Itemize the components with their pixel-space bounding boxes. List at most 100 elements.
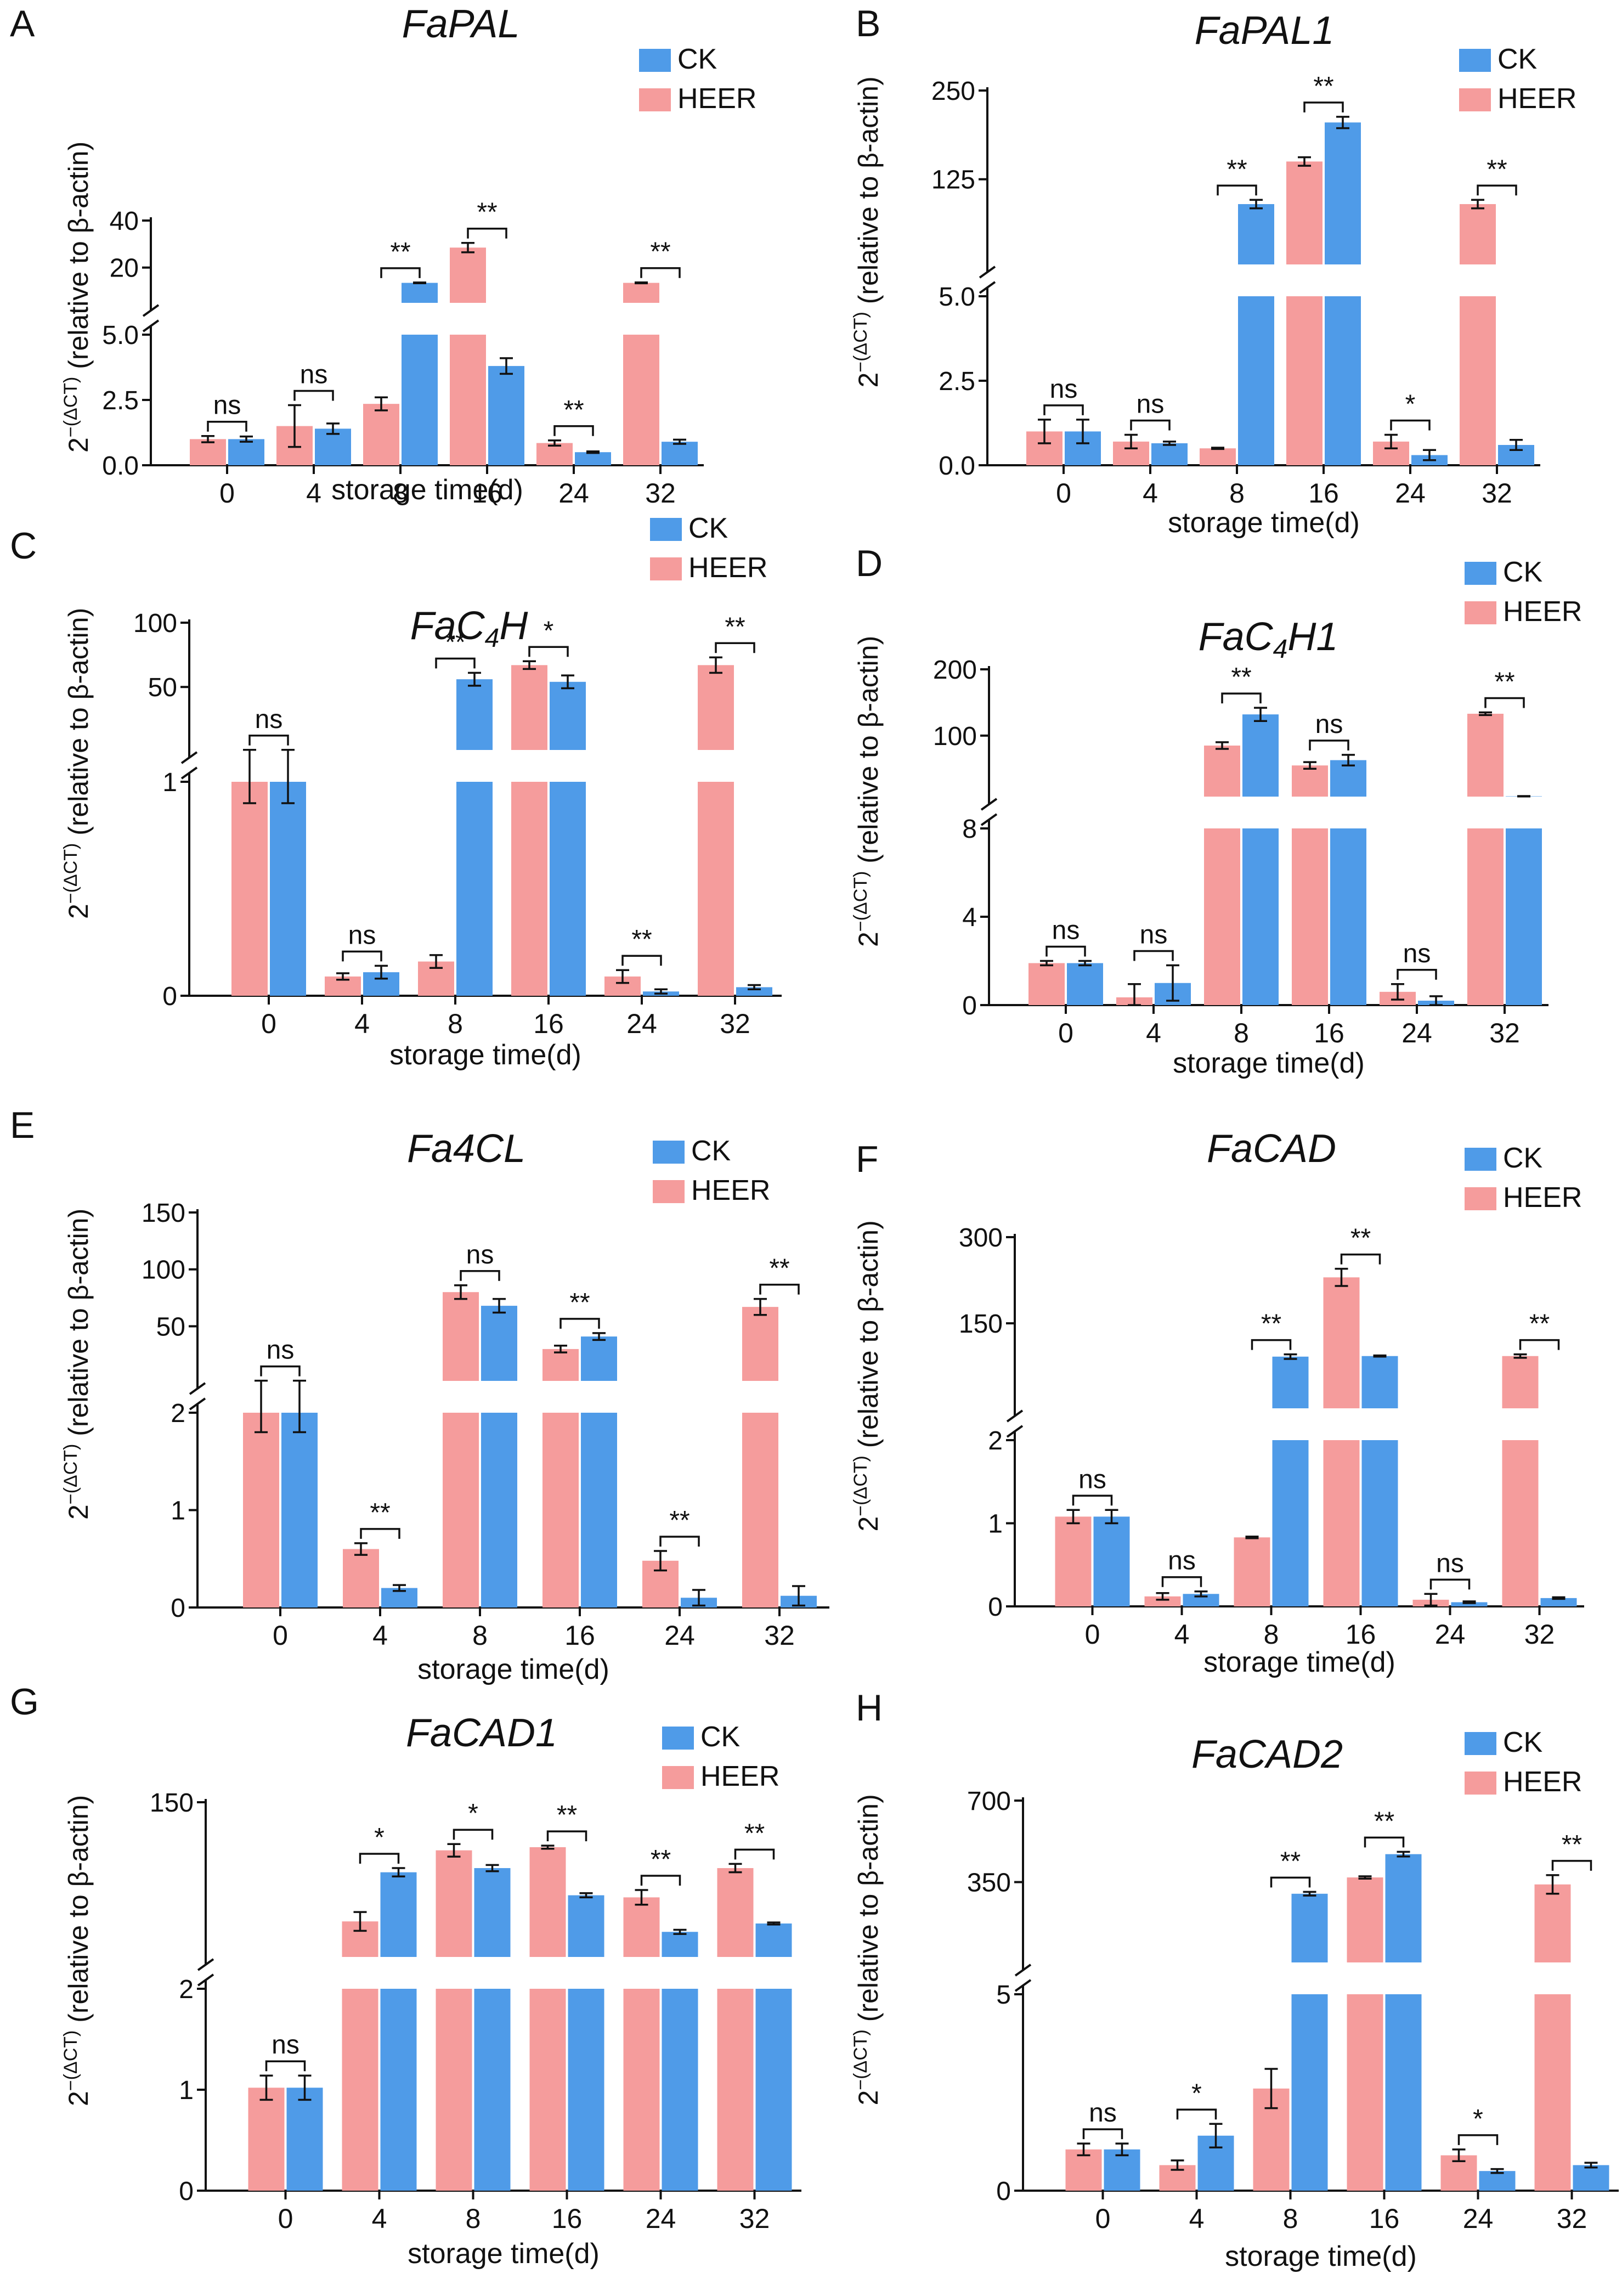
axis-break-mark: [979, 281, 996, 294]
y-tick-label: 50: [156, 1312, 185, 1341]
chart-title: FaC4H1: [1199, 615, 1338, 664]
x-tick-label: 32: [1482, 478, 1512, 509]
significance-bracket: [546, 1830, 587, 1842]
panel-label: F: [856, 1138, 879, 1180]
y-tick-label: 150: [142, 1199, 185, 1228]
y-axis-label: 2−(ΔCT) (relative to β-actin): [850, 76, 884, 387]
bar-heer-32: [698, 782, 734, 996]
significance-label: ns: [213, 391, 241, 420]
legend-swatch-ck: [1465, 1148, 1496, 1171]
x-tick-label: 32: [1524, 1619, 1555, 1650]
significance-bracket: [207, 420, 247, 432]
x-tick-label: 4: [372, 1620, 388, 1651]
y-tick-label: 700: [967, 1787, 1011, 1816]
legend-swatch-heer: [1459, 88, 1491, 111]
significance-bracket: [1130, 419, 1171, 431]
x-tick-label: 4: [1146, 1018, 1161, 1048]
significance-label: **: [557, 1801, 577, 1830]
significance-bracket: [659, 1536, 700, 1547]
significance-bracket: [1477, 184, 1517, 196]
significance-label: ns: [466, 1240, 494, 1270]
bar-ck-8: [456, 782, 493, 996]
y-tick-label: 100: [933, 722, 977, 751]
bar-heer-0: [248, 2088, 285, 2191]
x-tick-label: 4: [1174, 1619, 1190, 1650]
chart-title: FaCAD2: [1191, 1733, 1343, 1776]
legend-label-ck: CK: [688, 512, 728, 544]
y-tick-label: 0: [962, 991, 977, 1020]
panel-label: E: [10, 1104, 35, 1146]
y-tick-label: 300: [959, 1223, 1003, 1253]
significance-label: **: [769, 1254, 789, 1283]
y-axis-label: 2−(ΔCT) (relative to β-actin): [850, 1794, 884, 2105]
bar-ck-24-upper: [662, 1932, 698, 1957]
legend-label-ck: CK: [1503, 556, 1543, 588]
legend-label-ck: CK: [677, 43, 717, 75]
x-axis-label: storage time(d): [417, 1654, 609, 1685]
bar-heer-8: [363, 404, 399, 465]
significance-label: *: [1405, 390, 1416, 419]
y-tick-label: 2.5: [102, 386, 139, 415]
bar-ck-4: [1151, 443, 1188, 465]
y-axis-label: 2−(ΔCT) (relative to β-actin): [60, 1795, 94, 2106]
bar-heer-24: [536, 443, 573, 465]
legend-label-heer: HEER: [688, 552, 767, 584]
bar-heer-16: [1286, 296, 1323, 465]
significance-bracket: [260, 1365, 301, 1377]
bar-ck-16: [1385, 1994, 1422, 2191]
axis-break-mark: [197, 1973, 214, 1987]
bar-heer-8: [1200, 448, 1236, 465]
significance-label: ns: [267, 1336, 295, 1365]
significance-bracket: [1303, 101, 1344, 112]
x-axis-label: storage time(d): [331, 474, 523, 506]
bar-ck-32: [755, 1989, 792, 2191]
bar-heer-16: [511, 782, 547, 996]
significance-label: ns: [348, 921, 376, 950]
bar-heer-8: [436, 1989, 472, 2191]
axis-break-mark: [197, 1958, 214, 1971]
significance-bracket: [1551, 1860, 1592, 1871]
significance-bracket: [1082, 2128, 1123, 2140]
x-tick-label: 8: [1234, 1018, 1249, 1048]
axis-break-mark: [189, 1382, 206, 1395]
legend-label-ck: CK: [700, 1721, 741, 1753]
significance-label: ns: [1436, 1549, 1464, 1578]
y-tick-label: 2: [988, 1426, 1003, 1456]
panel-label: D: [856, 543, 883, 584]
significance-bracket: [759, 1283, 800, 1295]
y-tick-label: 0: [171, 1594, 185, 1623]
x-axis-label: storage time(d): [1203, 1646, 1395, 1678]
x-tick-label: 16: [1346, 1619, 1376, 1650]
y-tick-label: 1: [171, 1497, 185, 1526]
significance-bracket: [342, 950, 382, 962]
bar-heer-32-upper: [1534, 1884, 1571, 1962]
x-tick-label: 8: [466, 2203, 481, 2234]
bar-ck-32: [736, 987, 772, 996]
significance-label: ns: [1052, 916, 1080, 945]
bar-ck-16-upper: [550, 681, 586, 750]
bar-ck-16: [1361, 1440, 1398, 1606]
significance-bracket: [1397, 969, 1437, 980]
significance-bracket: [293, 390, 334, 401]
significance-bracket: [1364, 1836, 1405, 1848]
bar-heer-8-upper: [436, 1850, 472, 1957]
legend-label-ck: CK: [691, 1135, 731, 1167]
x-tick-label: 4: [1189, 2203, 1205, 2234]
significance-label: **: [669, 1506, 690, 1535]
bar-ck-16-upper: [1385, 1854, 1422, 1962]
significance-bracket: [1251, 1339, 1292, 1350]
y-tick-label: 0: [988, 1593, 1003, 1622]
significance-label: *: [374, 1823, 385, 1852]
bar-heer-32: [623, 335, 659, 465]
significance-label: *: [1473, 2105, 1483, 2134]
bar-heer-4: [342, 1989, 378, 2191]
bar-ck-16: [581, 1413, 617, 1607]
legend-swatch-heer: [662, 1766, 694, 1789]
axis-break-mark: [1006, 1425, 1024, 1438]
y-axis-label: 2−(ΔCT) (relative to β-actin): [60, 142, 94, 453]
bar-heer-16: [1292, 828, 1328, 1005]
y-tick-label: 0.0: [102, 452, 139, 481]
bar-ck-0: [286, 2088, 323, 2191]
significance-label: ns: [1089, 2098, 1117, 2128]
